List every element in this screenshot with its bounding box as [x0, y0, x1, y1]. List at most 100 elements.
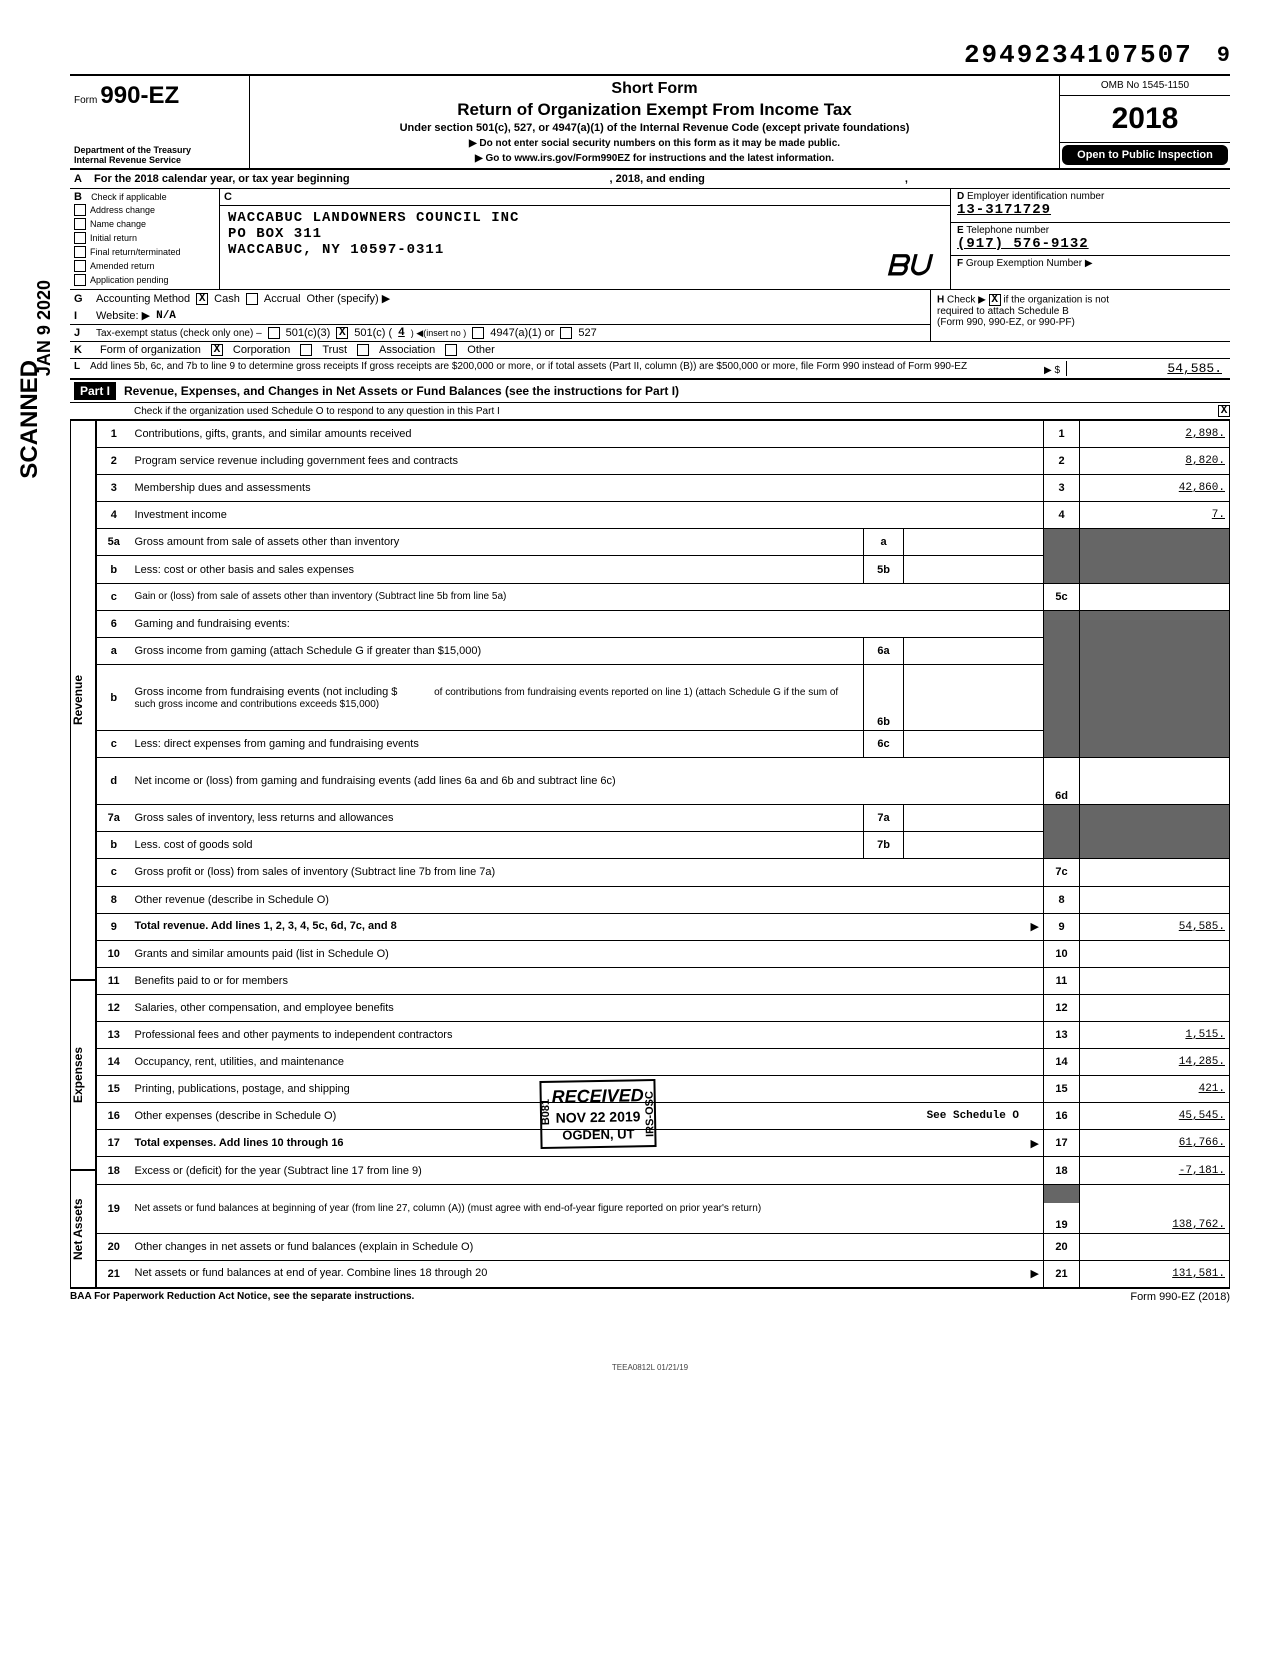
- sub-5b[interactable]: [904, 556, 1044, 583]
- chk-cash[interactable]: X: [196, 293, 208, 305]
- org-addr1: PO BOX 311: [228, 226, 942, 242]
- chk-527[interactable]: [560, 327, 572, 339]
- row-d: D Employer identification number 13-3171…: [951, 189, 1230, 223]
- part1-title: Revenue, Expenses, and Changes in Net As…: [124, 384, 679, 398]
- footer-right: Form 990-EZ (2018): [1130, 1291, 1230, 1303]
- chk-4947[interactable]: [472, 327, 484, 339]
- sub-6c[interactable]: [904, 731, 1044, 758]
- chk-address[interactable]: Address change: [74, 203, 215, 217]
- row-g: G Accounting Method XCash Accrual Other …: [70, 290, 930, 307]
- treasury-block: Department of the Treasury Internal Reve…: [74, 146, 191, 166]
- row-a-text: For the 2018 calendar year, or tax year …: [94, 173, 350, 185]
- amt-15: 421.: [1080, 1076, 1230, 1103]
- website-value: N/A: [156, 310, 176, 322]
- chk-schedule-o[interactable]: X: [1218, 405, 1230, 417]
- amt-14: 14,285.: [1080, 1049, 1230, 1076]
- sub-6a[interactable]: [904, 637, 1044, 664]
- row-a-label: A: [74, 173, 94, 185]
- return-title: Return of Organization Exempt From Incom…: [260, 100, 1049, 120]
- footer-left: BAA For Paperwork Reduction Act Notice, …: [70, 1291, 414, 1303]
- form-number: 990-EZ: [100, 82, 179, 109]
- c-label: C: [220, 189, 950, 206]
- side-expenses: Expenses: [70, 980, 96, 1170]
- form-word: Form: [74, 95, 97, 106]
- amt-1: 2,898.: [1080, 421, 1230, 448]
- chk-corp[interactable]: X: [211, 344, 223, 356]
- sub-7a[interactable]: [904, 805, 1044, 832]
- col-b: B Check if applicable Address change Nam…: [70, 189, 220, 289]
- section-bcdef: B Check if applicable Address change Nam…: [70, 189, 1230, 290]
- chk-501c[interactable]: X: [336, 327, 348, 339]
- chk-other-org[interactable]: [445, 344, 457, 356]
- part1-sub-row: Check if the organization used Schedule …: [70, 403, 1230, 420]
- amt-16: 45,545.: [1080, 1103, 1230, 1130]
- side-revenue: Revenue: [70, 420, 96, 980]
- side-date-stamp: JAN 9 2020: [34, 280, 55, 376]
- side-netassets: Net Assets: [70, 1170, 96, 1288]
- open-to-public-badge: Open to Public Inspection: [1062, 145, 1228, 165]
- amt-9: 54,585.: [1080, 913, 1230, 940]
- goto-line: ▶ Go to www.irs.gov/Form990EZ for instru…: [260, 153, 1049, 164]
- chk-pending[interactable]: Application pending: [74, 273, 215, 287]
- omb-number: OMB No 1545-1150: [1060, 76, 1230, 96]
- b-check-if: Check if applicable: [91, 192, 167, 202]
- initials-mark: ᗷᑌ: [887, 251, 930, 283]
- org-name: WACCABUC LANDOWNERS COUNCIL INC: [228, 210, 942, 226]
- chk-amended[interactable]: Amended return: [74, 259, 215, 273]
- row-j: J Tax-exempt status (check only one) – 5…: [70, 324, 930, 341]
- header-right: OMB No 1545-1150 2018 Open to Public Ins…: [1060, 76, 1230, 168]
- amt-11: [1080, 967, 1230, 994]
- amt-13: 1,515.: [1080, 1021, 1230, 1048]
- chk-assoc[interactable]: [357, 344, 369, 356]
- col-def: D Employer identification number 13-3171…: [950, 189, 1230, 289]
- row-i: I Website: ▶ N/A: [70, 307, 930, 324]
- amt-8: [1080, 886, 1230, 913]
- dln-row: 2949234107507 9: [70, 40, 1230, 70]
- short-form-label: Short Form: [260, 80, 1049, 98]
- row-a-end: ,: [905, 173, 908, 185]
- part1-badge: Part I: [74, 382, 116, 400]
- row-gh: G Accounting Method XCash Accrual Other …: [70, 290, 1230, 342]
- sub-5a[interactable]: [904, 529, 1044, 556]
- footer-row: BAA For Paperwork Reduction Act Notice, …: [70, 1288, 1230, 1303]
- amt-10: [1080, 940, 1230, 967]
- chk-initial[interactable]: Initial return: [74, 231, 215, 245]
- b-label: B: [74, 191, 88, 203]
- part1-header-row: Part I Revenue, Expenses, and Changes in…: [70, 380, 1230, 403]
- dln-extra: 9: [1217, 43, 1230, 68]
- chk-h[interactable]: X: [989, 294, 1001, 306]
- line-l-amount: 54,585.: [1066, 361, 1226, 376]
- sub-7b[interactable]: [904, 832, 1044, 859]
- amt-6d: [1080, 758, 1230, 805]
- amt-2: 8,820.: [1080, 448, 1230, 475]
- amt-7c: [1080, 859, 1230, 886]
- row-f: F Group Exemption Number ▶: [951, 256, 1230, 289]
- row-h: H Check ▶ X if the organization is not r…: [930, 290, 1230, 341]
- chk-501c3[interactable]: [268, 327, 280, 339]
- chk-accrual[interactable]: [246, 293, 258, 305]
- warn-line: ▶ Do not enter social security numbers o…: [260, 138, 1049, 149]
- chk-final[interactable]: Final return/terminated: [74, 245, 215, 259]
- part1-table: 1Contributions, gifts, grants, and simil…: [96, 420, 1230, 1288]
- part1-sub: Check if the organization used Schedule …: [74, 406, 500, 417]
- chk-trust[interactable]: [300, 344, 312, 356]
- tiny-footer: TEEA0812L 01/21/19: [70, 1363, 1230, 1372]
- amt-3: 42,860.: [1080, 475, 1230, 502]
- subtitle-1: Under section 501(c), 527, or 4947(a)(1)…: [260, 122, 1049, 134]
- treasury-2: Internal Revenue Service: [74, 156, 191, 166]
- sub-6b[interactable]: [904, 664, 1044, 731]
- amt-20: [1080, 1233, 1230, 1260]
- row-a: A For the 2018 calendar year, or tax yea…: [70, 170, 1230, 189]
- tax-year: 2018: [1060, 96, 1230, 143]
- phone: (917) 576-9132: [957, 236, 1089, 252]
- header-left: Form 990-EZ Department of the Treasury I…: [70, 76, 250, 168]
- col-c: C WACCABUC LANDOWNERS COUNCIL INC PO BOX…: [220, 189, 950, 289]
- row-k: K Form of organization XCorporation Trus…: [70, 342, 1230, 359]
- amt-18: -7,181.: [1080, 1157, 1230, 1184]
- row-e: E Telephone number (917) 576-9132: [951, 223, 1230, 257]
- chk-name[interactable]: Name change: [74, 217, 215, 231]
- amt-21: 131,581.: [1080, 1260, 1230, 1287]
- row-l: L Add lines 5b, 6c, and 7b to line 9 to …: [70, 359, 1230, 380]
- dln-main: 2949234107507: [964, 40, 1193, 70]
- amt-5c: [1080, 583, 1230, 610]
